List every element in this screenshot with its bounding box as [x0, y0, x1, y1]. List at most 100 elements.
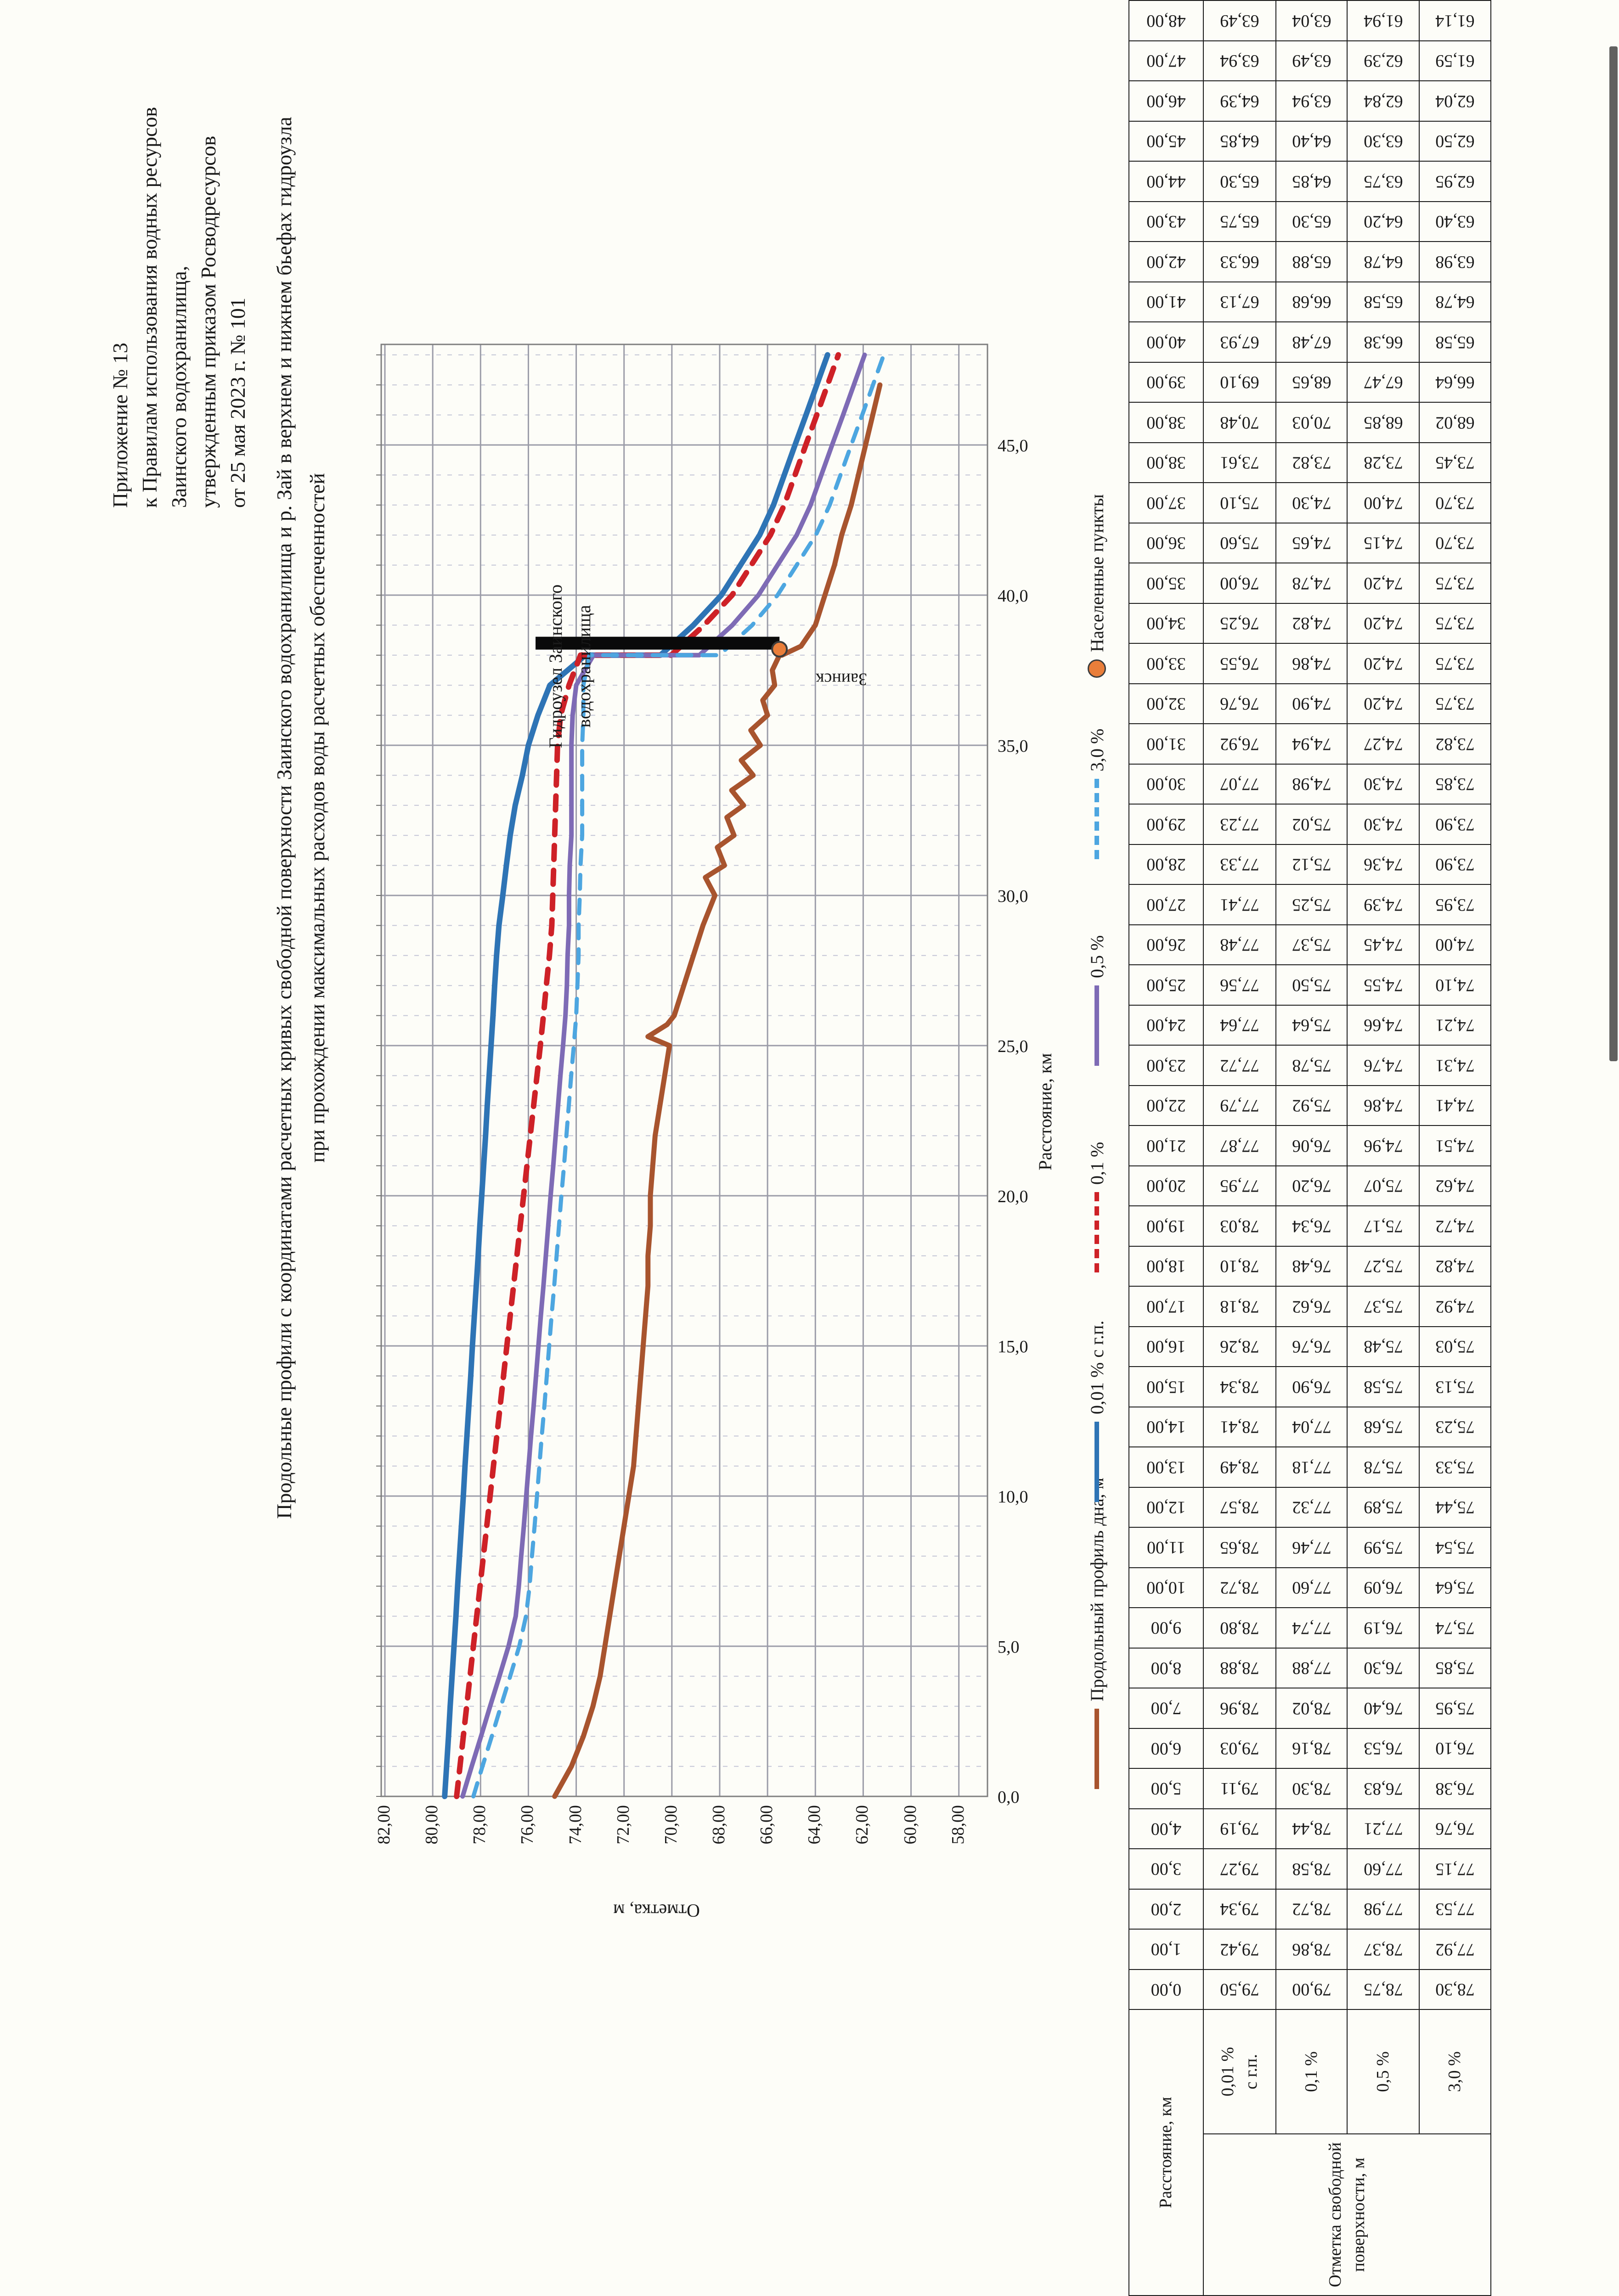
distance-value-cell: 19,00: [1129, 1206, 1203, 1246]
x-tick-label: 40,0: [998, 586, 1028, 606]
elevation-value-cell: 75,33: [1419, 1447, 1491, 1487]
distance-value-cell: 30,00: [1129, 764, 1203, 805]
elevation-value-cell: 77,95: [1203, 1165, 1276, 1206]
elevation-value-cell: 77,07: [1203, 764, 1276, 805]
elevation-value-cell: 73,85: [1419, 764, 1491, 805]
y-tick-label: 70,00: [661, 1805, 681, 1845]
y-tick-label: 80,00: [422, 1805, 442, 1845]
legend-item: Продольный профиль дна, м: [1078, 1478, 1115, 1789]
elevation-value-cell: 74,90: [1276, 683, 1347, 724]
legend-item: 0,01 % с г.п.: [1078, 1321, 1115, 1502]
legend-label: Продольный профиль дна, м: [1086, 1477, 1107, 1701]
distance-value-cell: 38,00: [1129, 442, 1203, 483]
elevation-value-cell: 73,61: [1203, 442, 1276, 483]
elevation-value-cell: 74,51: [1419, 1125, 1491, 1166]
curve-3-0-: [471, 353, 886, 1799]
elevation-value-cell: 75,78: [1347, 1447, 1419, 1487]
elevation-value-cell: 75,89: [1347, 1487, 1419, 1528]
elevation-value-cell: 78,30: [1276, 1768, 1347, 1809]
elevation-value-cell: 64,78: [1347, 242, 1419, 282]
elevation-value-cell: 73,82: [1276, 442, 1347, 483]
elevation-value-cell: 68,65: [1276, 362, 1347, 403]
distance-value-cell: 29,00: [1129, 804, 1203, 844]
distance-value-cell: 22,00: [1129, 1085, 1203, 1126]
distance-value-cell: 45,00: [1129, 121, 1203, 162]
dam-annotation-line2: водохранилища: [574, 605, 594, 728]
elevation-value-cell: 65,30: [1276, 201, 1347, 242]
distance-value-cell: 7,00: [1129, 1688, 1203, 1728]
elevation-value-cell: 77,88: [1276, 1648, 1347, 1688]
y-tick-label: 58,00: [948, 1805, 968, 1845]
elevation-value-cell: 62,50: [1419, 121, 1491, 162]
elevation-value-cell: 74,00: [1419, 924, 1491, 965]
elevation-value-cell: 77,74: [1276, 1608, 1347, 1648]
elevation-value-cell: 75,95: [1419, 1688, 1491, 1728]
elevation-value-cell: 74,45: [1347, 924, 1419, 965]
elevation-value-cell: 78,26: [1203, 1326, 1276, 1367]
coordinates-table: Расстояние, км 0,00 1,00 2,00 3,00 4,00 5,00 6,…: [1128, 0, 1491, 2296]
elevation-value-cell: 75,12: [1276, 844, 1347, 885]
y-tick-label: 74,00: [565, 1805, 585, 1845]
legend-dot-swatch: [1088, 659, 1106, 678]
elevation-value-cell: 75,44: [1419, 1487, 1491, 1528]
elevation-value-cell: 64,20: [1347, 201, 1419, 242]
elevation-value-cell: 63,75: [1347, 161, 1419, 202]
elevation-value-cell: 77,32: [1276, 1487, 1347, 1528]
distance-value-cell: 41,00: [1129, 281, 1203, 322]
elevation-value-cell: 75,92: [1276, 1085, 1347, 1126]
elevation-value-cell: 76,76: [1419, 1808, 1491, 1849]
elevation-value-cell: 73,75: [1419, 643, 1491, 684]
curve-0-1-: [454, 352, 841, 1799]
x-tick-label: 15,0: [998, 1337, 1028, 1356]
elevation-value-cell: 65,75: [1203, 201, 1276, 242]
table-row: 0,5 % 78,75 78,37 77,98 77,60 77,21 76,83 76,53…: [1347, 0, 1419, 2296]
elevation-value-cell: 77,41: [1203, 884, 1276, 925]
elevation-merged-header-cell: Отметка свободной поверхности, м: [1203, 2134, 1491, 2296]
elevation-value-cell: 65,58: [1419, 322, 1491, 362]
legend-item: 0,5 %: [1078, 935, 1115, 1066]
elevation-value-cell: 75,54: [1419, 1527, 1491, 1568]
elevation-value-cell: 76,76: [1203, 683, 1276, 724]
elevation-value-cell: 74,55: [1347, 965, 1419, 1005]
elevation-value-cell: 75,07: [1347, 1165, 1419, 1206]
elevation-value-cell: 74,62: [1419, 1165, 1491, 1206]
distance-value-cell: 44,00: [1129, 161, 1203, 202]
distance-value-cell: 13,00: [1129, 1447, 1203, 1487]
distance-value-cell: 37,00: [1129, 483, 1203, 523]
distance-value-cell: 38,00: [1129, 402, 1203, 443]
y-tick-label: 68,00: [709, 1805, 728, 1845]
elevation-value-cell: 74,66: [1347, 1005, 1419, 1046]
elevation-value-cell: 74,92: [1419, 1286, 1491, 1327]
y-tick-label: 62,00: [852, 1805, 872, 1845]
legend-label: Населенные пункты: [1086, 494, 1107, 652]
elevation-value-cell: 74,41: [1419, 1085, 1491, 1126]
elevation-value-cell: 75,48: [1347, 1326, 1419, 1367]
elevation-value-cell: 74,20: [1347, 603, 1419, 644]
elevation-value-cell: 78,57: [1203, 1487, 1276, 1528]
elevation-value-cell: 78,16: [1276, 1728, 1347, 1769]
elevation-value-cell: 65,30: [1203, 161, 1276, 202]
y-axis-title: Отметка, м: [613, 1900, 700, 1921]
legend-line-swatch: [1094, 1422, 1099, 1502]
profiles-chart: [376, 343, 988, 1799]
elevation-value-cell: 74,20: [1347, 563, 1419, 603]
elevation-value-cell: 63,30: [1347, 121, 1419, 162]
elevation-value-cell: 77,92: [1419, 1929, 1491, 1970]
legend-line-swatch: [1094, 985, 1099, 1066]
elevation-value-cell: 74,15: [1347, 523, 1419, 563]
elevation-value-cell: 74,21: [1419, 1005, 1491, 1046]
elevation-value-cell: 75,37: [1347, 1286, 1419, 1327]
elevation-value-cell: 75,50: [1276, 965, 1347, 1005]
elevation-value-cell: 74,76: [1347, 1045, 1419, 1086]
elevation-value-cell: 70,48: [1203, 402, 1276, 443]
legend-item: Населенные пункты: [1078, 494, 1115, 678]
elevation-value-cell: 78,10: [1203, 1246, 1276, 1287]
elevation-value-cell: 76,09: [1347, 1567, 1419, 1608]
dam-annotation-line1: Гидроузел Заинского: [545, 584, 566, 748]
elevation-value-cell: 77,72: [1203, 1045, 1276, 1086]
elevation-value-cell: 79,11: [1203, 1768, 1276, 1809]
elevation-value-cell: 76,76: [1276, 1326, 1347, 1367]
elevation-value-cell: 77,21: [1347, 1808, 1419, 1849]
elevation-value-cell: 64,39: [1203, 81, 1276, 121]
elevation-value-cell: 64,85: [1203, 121, 1276, 162]
